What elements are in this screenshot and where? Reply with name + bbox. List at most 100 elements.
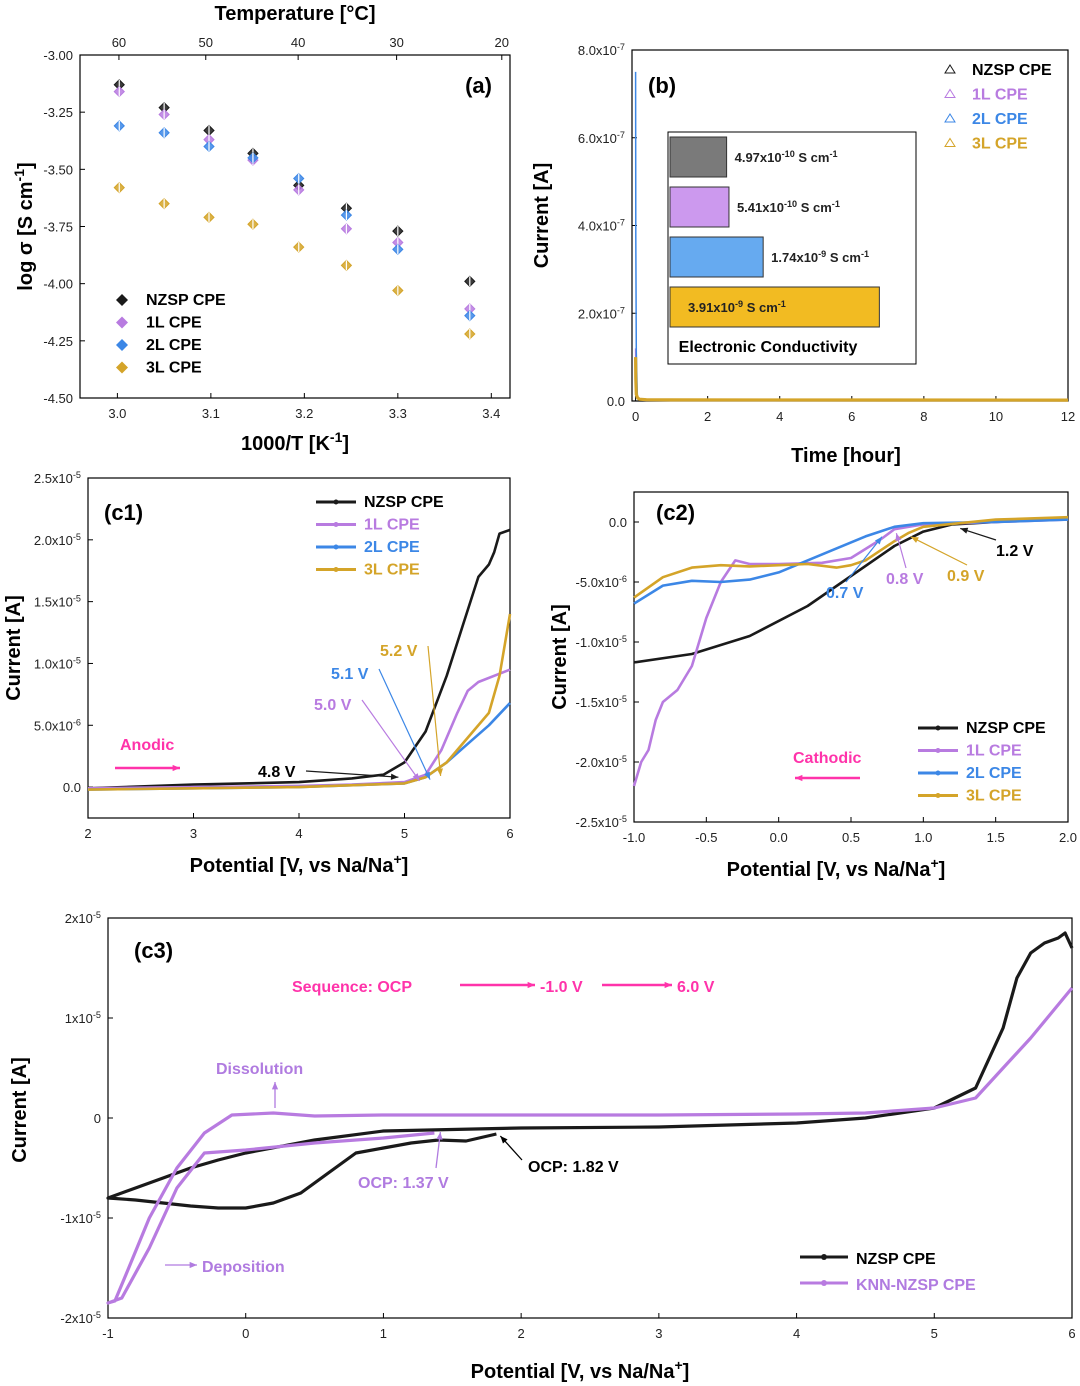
x-tick-label: 0.5 xyxy=(842,830,860,845)
x-tick-label: 3.2 xyxy=(295,406,313,421)
y-tick-label: 2.0x10-7 xyxy=(578,305,625,321)
y-tick-label: 0.0 xyxy=(63,780,81,795)
legend-marker xyxy=(944,113,956,123)
inset-bar xyxy=(669,186,730,228)
inset-bar xyxy=(669,136,728,178)
x-tick-label: 5 xyxy=(401,826,408,841)
x-tick-label: 1.0 xyxy=(914,830,932,845)
series-line xyxy=(106,986,1074,1305)
legend-label: 1L CPE xyxy=(364,517,420,534)
legend-marker xyxy=(333,522,339,527)
y-tick-label: 4.0x10-7 xyxy=(578,218,625,234)
x-tick-label: 50 xyxy=(199,35,213,50)
x-tick-label: 20 xyxy=(495,35,509,50)
x-tick-label: 10 xyxy=(989,409,1003,424)
x-tick-label: 2 xyxy=(518,1326,525,1341)
legend-label: NZSP CPE xyxy=(146,292,226,309)
x-tick-label: 1 xyxy=(380,1326,387,1341)
x-tick-label: 1.5 xyxy=(987,830,1005,845)
ocp-knn-label: OCP: 1.37 V xyxy=(358,1175,449,1192)
panel-label: (c3) xyxy=(134,938,173,963)
y-tick-label: 1x10-5 xyxy=(65,1010,101,1026)
legend-label: KNN-NZSP CPE xyxy=(856,1277,976,1294)
legend-label: 2L CPE xyxy=(966,765,1022,782)
sequence-step: 6.0 V xyxy=(677,979,715,996)
x-tick-label: 12 xyxy=(1061,409,1075,424)
legend-marker xyxy=(944,64,956,74)
x-tick-label: 2 xyxy=(704,409,711,424)
x-tick-label: 8 xyxy=(920,409,927,424)
panel-label: (a) xyxy=(465,73,492,98)
inset-bar-label: 5.41x10-10 S cm-1 xyxy=(737,199,840,215)
threshold-arrow xyxy=(895,533,907,569)
inset-bar-label: 3.91x10-9 S cm-1 xyxy=(688,299,786,315)
threshold-arrow xyxy=(378,668,431,780)
legend-label: 3L CPE xyxy=(364,562,420,579)
legend-marker xyxy=(935,725,941,731)
threshold-label: 0.9 V xyxy=(947,568,985,585)
x-axis-label: Potential [V, vs Na/Na+] xyxy=(190,851,409,877)
inset-bar-label: 1.74x10-9 S cm-1 xyxy=(771,249,869,265)
x-tick-label: 40 xyxy=(291,35,305,50)
y-tick-label: -4.25 xyxy=(43,334,73,349)
x-axis-label: 1000/T [K-1] xyxy=(241,429,349,455)
legend-label: NZSP CPE xyxy=(856,1251,936,1268)
y-tick-label: -3.75 xyxy=(43,220,73,235)
y-tick-label: -5.0x10-6 xyxy=(576,574,627,590)
legend-marker xyxy=(333,499,339,505)
legend-marker xyxy=(821,1280,827,1286)
legend-marker xyxy=(116,361,128,374)
legend-label: 2L CPE xyxy=(972,111,1028,128)
y-tick-label: -3.25 xyxy=(43,105,73,120)
x-tick-label: 2 xyxy=(84,826,91,841)
y-tick-label: -3.50 xyxy=(43,162,73,177)
legend-marker xyxy=(944,137,956,147)
x-tick-label: 4 xyxy=(776,409,783,424)
threshold-arrow xyxy=(845,536,883,583)
threshold-arrow xyxy=(910,536,968,566)
threshold-label: 5.1 V xyxy=(331,666,369,683)
legend-label: 1L CPE xyxy=(966,743,1022,760)
y-tick-label: 0 xyxy=(94,1111,101,1126)
legend-label: NZSP CPE xyxy=(972,62,1052,79)
y-axis-label: Current [A] xyxy=(549,604,571,710)
inset-bar xyxy=(669,286,880,328)
legend-label: 3L CPE xyxy=(966,788,1022,805)
series-line xyxy=(633,515,1069,599)
legend-marker xyxy=(821,1254,827,1260)
series-line xyxy=(87,528,511,790)
y-tick-label: -2.0x10-5 xyxy=(576,754,627,770)
legend-marker xyxy=(935,793,941,798)
x-tick-label: -0.5 xyxy=(695,830,717,845)
direction-label: Cathodic xyxy=(793,750,862,767)
ocp-nzsp-label: OCP: 1.82 V xyxy=(528,1159,619,1176)
legend-marker xyxy=(944,88,956,98)
x-tick-label: 6 xyxy=(848,409,855,424)
legend-marker xyxy=(116,294,128,306)
x-tick-label: 2.0 xyxy=(1059,830,1077,845)
threshold-arrow xyxy=(305,770,399,780)
panel-label: (c1) xyxy=(104,500,143,525)
y-tick-label: 2.5x10-5 xyxy=(34,470,81,486)
sequence-arrow xyxy=(460,981,535,989)
x-tick-label: 6 xyxy=(506,826,513,841)
y-axis-label: Current [A] xyxy=(531,163,553,269)
x-tick-label: -1.0 xyxy=(623,830,645,845)
x-tick-label: 3.4 xyxy=(482,406,500,421)
threshold-arrow xyxy=(960,527,997,541)
y-axis-label: log σ [S cm-1] xyxy=(11,162,37,290)
y-tick-label: -4.00 xyxy=(43,277,73,292)
threshold-label: 1.2 V xyxy=(996,543,1034,560)
top-axis-label: Temperature [°C] xyxy=(215,3,376,25)
inset-title: Electronic Conductivity xyxy=(679,339,858,356)
x-tick-label: 4 xyxy=(793,1326,800,1341)
x-tick-label: 0 xyxy=(632,409,639,424)
y-tick-label: -1.0x10-5 xyxy=(576,634,627,650)
series-line xyxy=(87,668,511,790)
legend-marker xyxy=(116,339,128,351)
legend-label: NZSP CPE xyxy=(966,720,1046,737)
y-tick-label: -3.00 xyxy=(43,48,73,63)
y-axis-label: Current [A] xyxy=(9,1057,31,1163)
y-tick-label: -4.50 xyxy=(43,391,73,406)
